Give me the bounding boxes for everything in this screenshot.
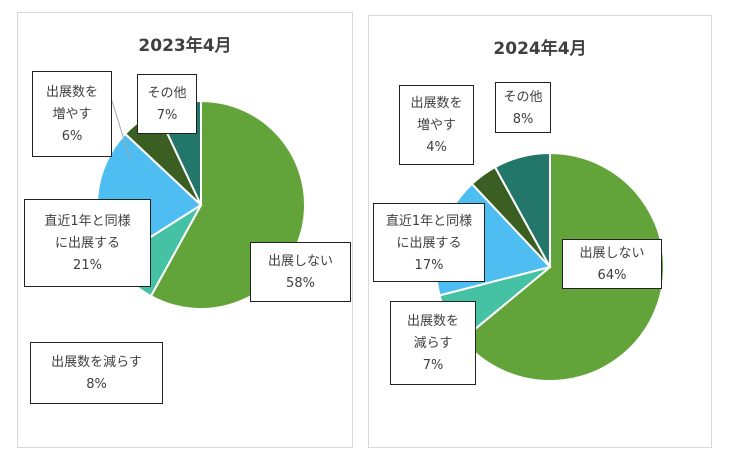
chart-title: 2023年4月: [138, 36, 232, 56]
data-label-text: 8%: [86, 377, 107, 392]
leader-line: [111, 100, 131, 160]
data-label-text: その他: [147, 86, 187, 101]
data-label-text: 減らす: [413, 336, 453, 351]
pie-slice: [493, 151, 551, 268]
data-label-text: 出展数を: [410, 96, 463, 111]
data-label: 出展数を減らす 8%: [30, 342, 163, 404]
data-label-text: 出展数を: [45, 85, 98, 100]
data-label-text: 4%: [426, 140, 447, 155]
data-label-text: 6%: [61, 129, 83, 144]
data-label: 出展しない 64%: [562, 239, 662, 289]
data-label-text: 58%: [286, 276, 315, 291]
data-label-text: 増やす: [416, 118, 456, 133]
data-label: 直近1年と同様 に出展する 21%: [24, 199, 151, 287]
data-label: 出展数を増やす 4%: [399, 85, 474, 165]
data-label-text: その他: [503, 89, 543, 105]
data-label-text: に出展する: [54, 236, 120, 251]
chart-title: 2024年4月: [493, 39, 587, 59]
data-label-text: 7%: [156, 108, 178, 123]
data-label-text: 出展数を減らす: [51, 355, 142, 370]
data-label-text: 増やす: [52, 107, 92, 122]
chart-panel-2023: 2023年4月 出展しない 58% 出展数を減らす 8% 直近1年と同様 に出展する 21%…: [17, 12, 353, 448]
chart-panel-2024: 2024年4月 出展しない 64% 出展数を減らす 7% 直近1年と同様 に出展する 17%…: [368, 15, 712, 448]
data-label: 出展数を増やす 6%: [32, 71, 112, 157]
data-label-text: 7%: [422, 358, 444, 373]
data-label-text: 17%: [414, 257, 444, 273]
pie-chart-2023: [96, 99, 306, 310]
data-label-text: 21%: [73, 258, 102, 273]
data-label-text: 直近1年と同様: [385, 213, 473, 229]
data-label-text: 出展数を: [406, 314, 459, 329]
data-label-text: 直近1年と同様: [44, 214, 131, 229]
data-label: 出展しない 58%: [250, 242, 351, 302]
data-label: 出展数を減らす 7%: [390, 301, 476, 385]
data-label: その他 8%: [495, 82, 551, 133]
data-label: 直近1年と同様 に出展する 17%: [373, 203, 485, 282]
data-label-text: 8%: [512, 111, 534, 127]
data-label-text: に出展する: [396, 235, 462, 251]
data-label-text: 出展しない: [579, 246, 645, 261]
data-label-text: 出展しない: [267, 254, 333, 269]
data-label-text: 64%: [597, 268, 627, 283]
data-label: その他 7%: [137, 74, 197, 134]
